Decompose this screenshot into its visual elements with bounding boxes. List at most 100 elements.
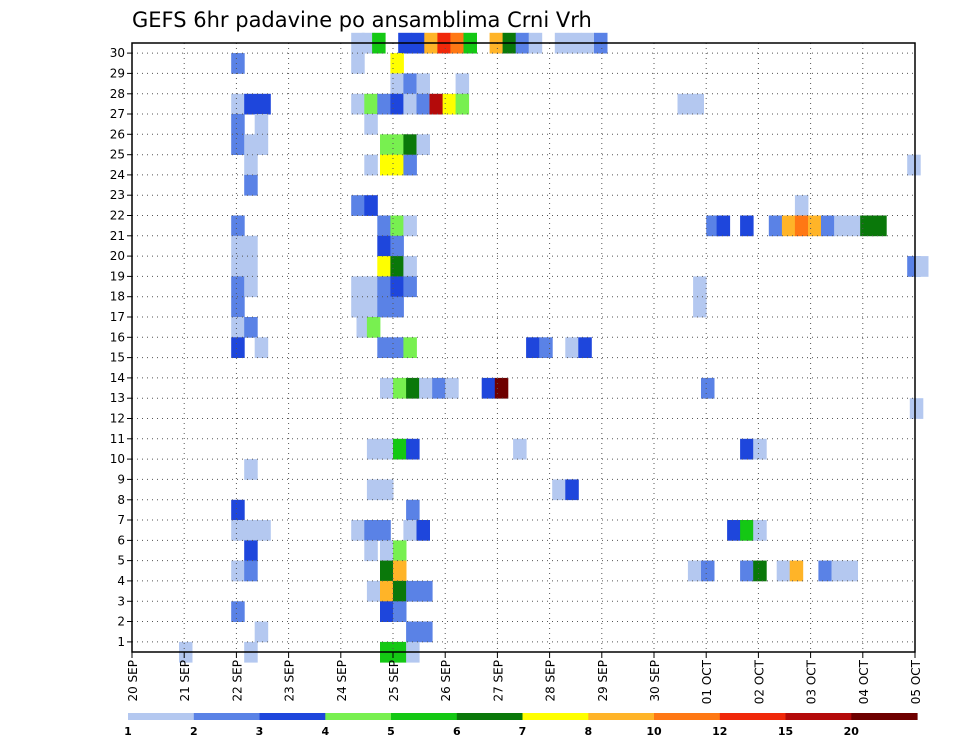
y-tick-label: 23 <box>110 188 125 202</box>
precip-cell <box>377 215 391 237</box>
legend-label: 3 <box>256 725 264 738</box>
precip-cell <box>687 560 702 582</box>
precip-cell <box>781 215 796 237</box>
precip-cell <box>481 377 496 399</box>
precip-cell <box>776 560 791 582</box>
precip-cell <box>416 520 430 541</box>
precip-cell <box>390 215 404 237</box>
precip-cell <box>380 479 394 501</box>
precip-cell <box>257 93 271 115</box>
precip-cell <box>403 337 417 358</box>
precip-cell <box>351 53 365 74</box>
x-tick-label: 30 SEP <box>648 660 662 702</box>
legend-label: 5 <box>387 725 395 738</box>
x-tick-label: 25 SEP <box>387 660 401 702</box>
precip-cell <box>364 154 378 176</box>
precip-cell <box>701 560 715 582</box>
precip-cell <box>231 235 245 257</box>
precip-cell <box>393 601 407 622</box>
precip-cell <box>565 479 579 501</box>
precip-cell <box>513 438 527 460</box>
precip-cell <box>403 520 417 541</box>
legend-label: 7 <box>519 725 527 738</box>
precip-cell <box>393 540 407 562</box>
legend-swatch <box>128 713 195 720</box>
precip-cell <box>390 53 404 74</box>
y-tick-label: 28 <box>110 87 125 101</box>
precip-cell <box>377 256 391 277</box>
legend-swatch <box>193 713 261 720</box>
precip-cell <box>244 560 258 582</box>
x-tick-label: 05 OCT <box>909 659 923 704</box>
precip-cell <box>393 377 407 399</box>
precip-cell <box>364 114 378 135</box>
precip-cell <box>690 93 704 115</box>
precip-cell <box>231 499 245 521</box>
precip-cell <box>231 276 245 298</box>
precip-cell <box>257 520 271 541</box>
y-tick-label: 8 <box>117 493 125 507</box>
precip-cell <box>244 276 258 298</box>
y-tick-label: 13 <box>110 391 125 405</box>
precip-cell <box>565 337 579 358</box>
precip-cell <box>873 215 887 237</box>
precip-cell <box>831 560 845 582</box>
precip-cell <box>351 93 365 115</box>
precip-cell <box>794 195 809 216</box>
precip-cell <box>390 235 404 257</box>
precip-cell <box>377 296 391 318</box>
precip-cell <box>254 134 269 155</box>
precip-cell <box>231 134 245 155</box>
precip-cell <box>390 276 404 298</box>
legend-swatch <box>851 713 918 720</box>
precip-cell <box>693 276 707 298</box>
precip-cell <box>366 479 381 501</box>
precip-cell <box>356 317 370 338</box>
precip-cell <box>377 276 391 298</box>
precip-cell <box>364 276 378 298</box>
precip-cell <box>403 215 417 237</box>
precip-cell <box>526 337 540 358</box>
y-tick-label: 12 <box>110 412 125 426</box>
x-tick-label: 22 SEP <box>230 660 244 702</box>
plot-frame <box>131 42 916 653</box>
y-tick-label: 4 <box>117 574 125 588</box>
precip-cell <box>380 601 394 622</box>
precip-cell <box>244 256 258 277</box>
y-tick-label: 22 <box>110 209 125 223</box>
legend-label: 4 <box>321 725 329 738</box>
precip-cell <box>380 377 394 399</box>
precip-cell <box>416 93 430 115</box>
precip-cell <box>578 337 592 358</box>
precip-cell <box>403 276 417 298</box>
legend-label: 8 <box>584 725 592 738</box>
precip-cell <box>231 215 245 237</box>
precip-cell <box>377 93 391 115</box>
precip-cell <box>351 195 365 216</box>
precip-cell <box>406 438 420 460</box>
precip-cell <box>844 560 858 582</box>
precip-cell <box>351 296 365 318</box>
precip-cell <box>390 93 404 115</box>
legend-swatch <box>785 713 852 720</box>
precip-cell <box>442 93 457 115</box>
precip-cell <box>231 256 245 277</box>
legend-swatch <box>522 713 589 720</box>
precip-cell <box>909 398 924 419</box>
x-tick-label: 24 SEP <box>335 660 349 702</box>
precip-cell <box>455 93 470 115</box>
y-tick-label: 26 <box>110 127 125 141</box>
precip-cell <box>847 215 861 237</box>
y-tick-label: 10 <box>110 452 125 466</box>
y-tick-label: 19 <box>110 269 125 283</box>
precip-cell <box>390 256 404 277</box>
precip-cell <box>254 114 269 135</box>
precip-cell <box>701 377 715 399</box>
precip-cell <box>794 215 809 237</box>
legend-label: 1 <box>124 725 132 738</box>
precip-cell <box>377 235 391 257</box>
legend-label: 12 <box>712 725 727 738</box>
precip-cell <box>915 256 929 277</box>
precip-cell <box>377 337 391 358</box>
